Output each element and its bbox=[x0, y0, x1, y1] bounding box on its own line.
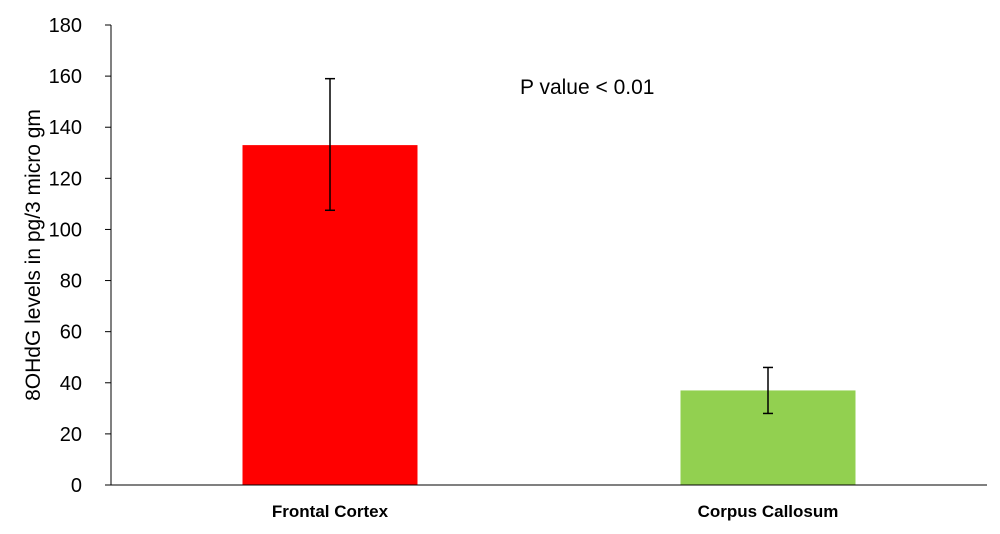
y-tick-label: 100 bbox=[49, 219, 82, 241]
y-axis-tick-labels: 0 20 40 60 80 100 120 140 160 180 bbox=[49, 15, 82, 497]
x-axis-category-labels: Frontal Cortex Corpus Callosum bbox=[272, 502, 838, 521]
x-category-label: Frontal Cortex bbox=[272, 502, 389, 521]
y-tick-label: 0 bbox=[71, 475, 82, 497]
y-tick-label: 40 bbox=[60, 373, 82, 395]
y-tick-label: 120 bbox=[49, 168, 82, 190]
y-tick-label: 20 bbox=[60, 424, 82, 446]
y-tick-label: 60 bbox=[60, 322, 82, 344]
p-value-annotation: P value < 0.01 bbox=[520, 76, 654, 99]
bars bbox=[242, 145, 856, 485]
error-bars bbox=[325, 77, 773, 415]
y-tick-label: 180 bbox=[49, 15, 82, 37]
y-tick-label: 80 bbox=[60, 271, 82, 293]
y-tick-label: 160 bbox=[49, 66, 82, 88]
y-axis-title: 8OHdG levels in pg/3 micro gm bbox=[22, 109, 45, 401]
y-axis-ticks bbox=[105, 24, 111, 486]
x-category-label: Corpus Callosum bbox=[698, 502, 839, 521]
y-tick-label: 140 bbox=[49, 117, 82, 139]
